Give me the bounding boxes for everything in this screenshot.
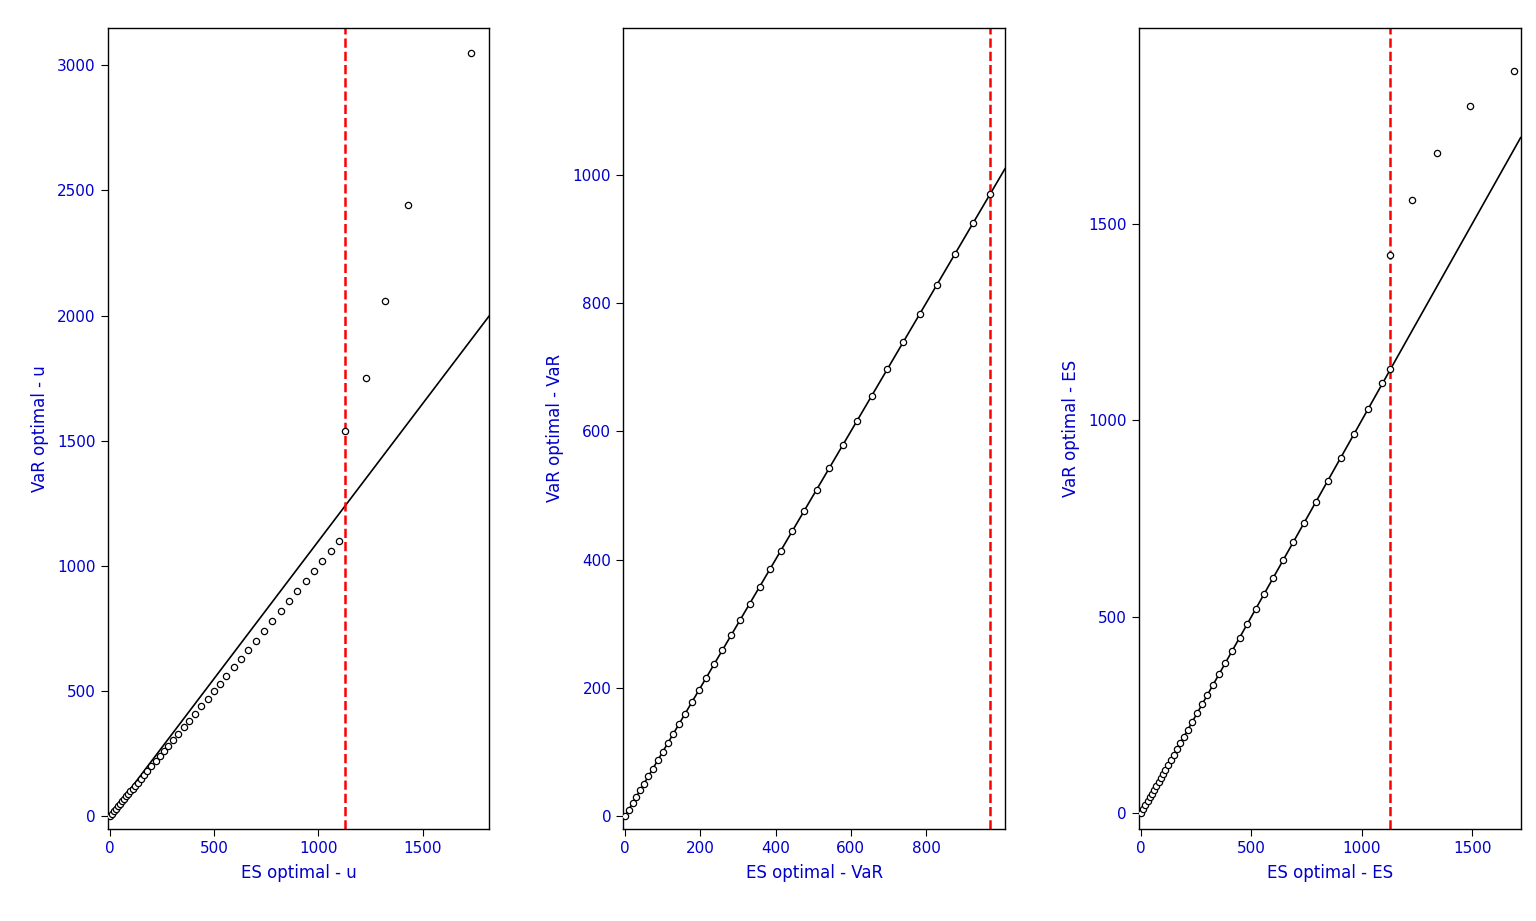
- Y-axis label: VaR optimal - ES: VaR optimal - ES: [1061, 360, 1080, 496]
- X-axis label: ES optimal - VaR: ES optimal - VaR: [745, 864, 883, 882]
- Y-axis label: VaR optimal - VaR: VaR optimal - VaR: [547, 355, 564, 502]
- X-axis label: ES optimal - u: ES optimal - u: [241, 864, 356, 882]
- X-axis label: ES optimal - ES: ES optimal - ES: [1267, 864, 1393, 882]
- Y-axis label: VaR optimal - u: VaR optimal - u: [31, 365, 49, 492]
